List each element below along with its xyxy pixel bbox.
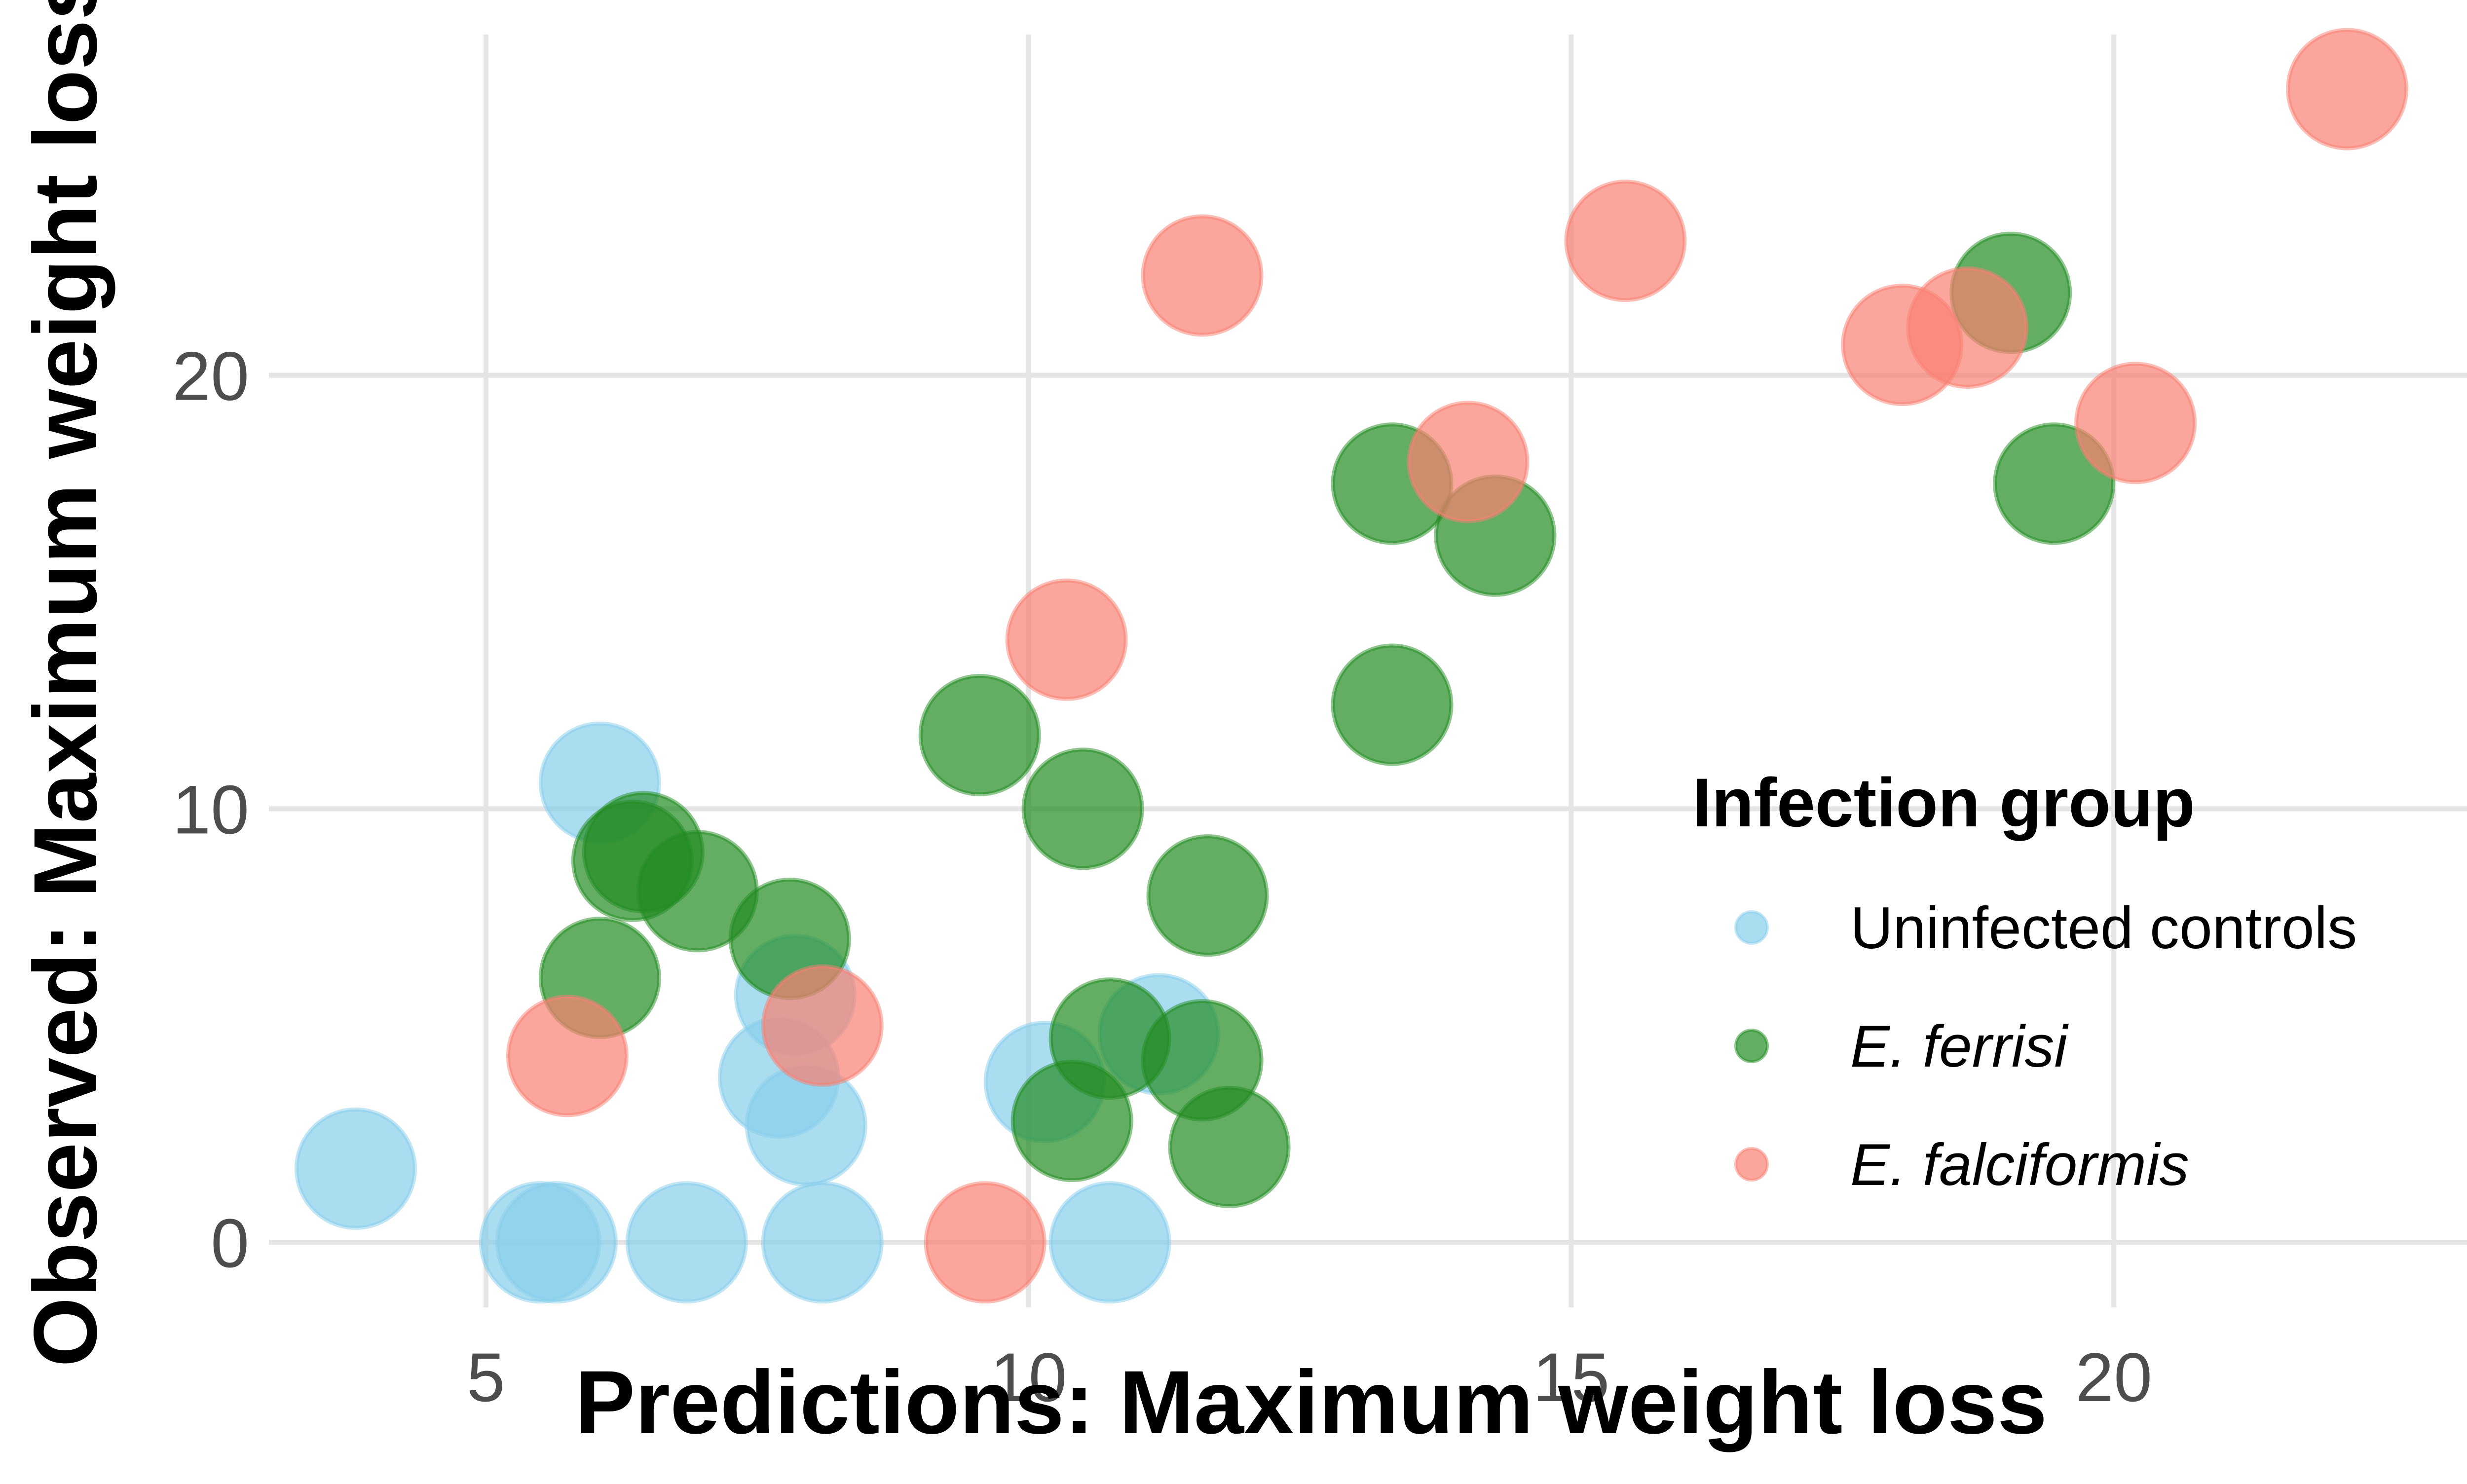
legend: Infection group Uninfected controls E. fe… <box>1692 764 2357 1198</box>
data-point-series-1 <box>1021 747 1144 870</box>
data-point-series-0 <box>625 1181 748 1304</box>
data-point-series-0 <box>1048 1181 1171 1304</box>
x-tick-label: 15 <box>1533 1338 1610 1416</box>
data-points <box>294 28 2409 1304</box>
y-tick-label: 10 <box>172 771 249 848</box>
y-axis-title: Observed: Maximum weight loss <box>15 0 115 1367</box>
legend-key-1 <box>1734 1029 1769 1063</box>
data-point-series-0 <box>761 1181 884 1304</box>
data-point-series-0 <box>495 1181 618 1304</box>
x-tick-label: 20 <box>2075 1338 2152 1416</box>
data-point-series-2 <box>1407 401 1530 523</box>
y-tick-label: 20 <box>172 337 249 415</box>
data-point-series-2 <box>1005 578 1128 701</box>
data-point-series-1 <box>918 674 1041 796</box>
data-point-series-2 <box>1141 214 1264 337</box>
tick-labels: 5 10 15 20 0 10 20 <box>172 337 2152 1416</box>
legend-items: Uninfected controls E. ferrisi E. falcifor… <box>1734 895 2357 1198</box>
data-point-series-1 <box>1146 834 1269 957</box>
data-point-series-2 <box>1564 180 1687 302</box>
data-point-series-0 <box>294 1107 417 1230</box>
data-point-series-2 <box>2074 362 2197 484</box>
legend-key-2 <box>1734 1147 1769 1182</box>
data-point-series-1 <box>1168 1085 1291 1208</box>
data-point-series-2 <box>924 1181 1047 1304</box>
legend-title: Infection group <box>1692 764 2195 841</box>
data-point-series-2 <box>506 995 629 1117</box>
x-tick-label: 10 <box>990 1338 1067 1416</box>
data-point-series-1 <box>1331 643 1454 766</box>
legend-key-0 <box>1734 910 1769 945</box>
data-point-series-2 <box>761 964 884 1087</box>
data-point-series-2 <box>1906 266 2029 389</box>
x-axis-title: Predictions: Maximum weight loss <box>575 1352 2047 1452</box>
x-tick-label: 5 <box>467 1338 505 1416</box>
legend-label-1: E. ferrisi <box>1850 1013 2069 1079</box>
y-tick-label: 0 <box>211 1204 249 1282</box>
legend-label-2: E. falciformis <box>1850 1132 2189 1198</box>
data-point-series-2 <box>2286 28 2409 150</box>
legend-label-0: Uninfected controls <box>1850 895 2357 961</box>
